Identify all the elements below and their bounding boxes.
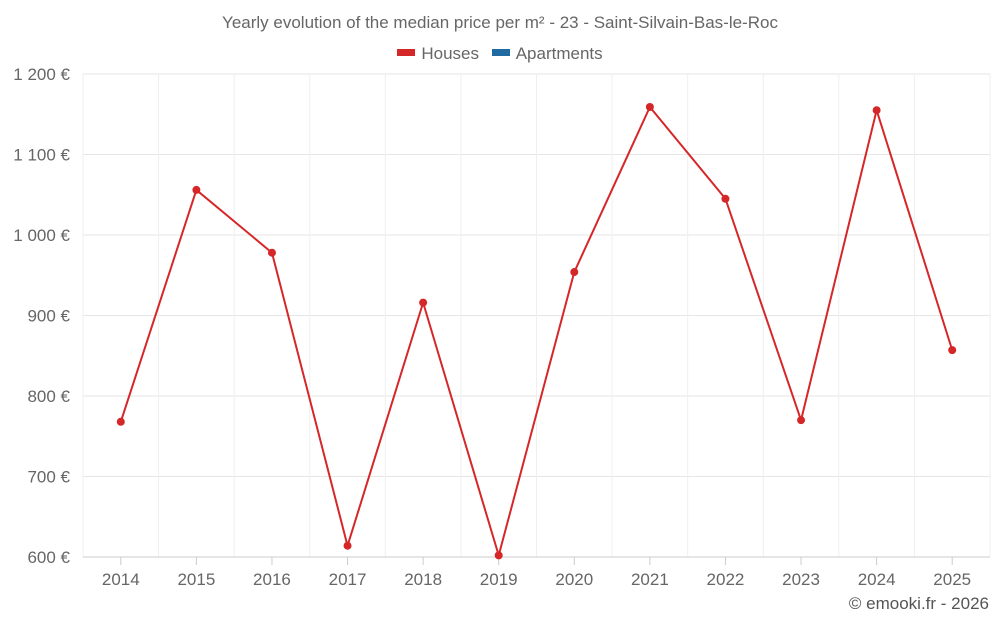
data-point-houses-2021[interactable] [645, 103, 654, 112]
legend-item-houses[interactable]: Houses [397, 44, 479, 64]
data-point-houses-2016[interactable] [267, 248, 276, 257]
credit-text: © emooki.fr - 2026 [848, 594, 989, 613]
x-tick-label: 2017 [329, 570, 367, 589]
data-point-houses-2017[interactable] [343, 541, 352, 550]
y-tick-label: 700 € [27, 468, 70, 487]
x-tick-label: 2021 [631, 570, 669, 589]
data-point-houses-2019[interactable] [494, 551, 503, 560]
x-tick-label: 2019 [480, 570, 518, 589]
data-point-houses-2024[interactable] [872, 106, 881, 115]
data-point-houses-2023[interactable] [797, 416, 806, 425]
x-tick-label: 2018 [404, 570, 442, 589]
data-point-houses-2018[interactable] [419, 298, 428, 307]
data-point-houses-2015[interactable] [192, 185, 201, 194]
grid-layer [82, 73, 991, 558]
chart-title: Yearly evolution of the median price per… [222, 13, 778, 32]
y-tick-label: 1 000 € [13, 226, 70, 245]
series-layer [116, 103, 957, 560]
legend-item-apartments[interactable]: Apartments [491, 44, 603, 64]
x-tick-label: 2014 [102, 570, 140, 589]
y-tick-label: 1 100 € [13, 146, 70, 165]
axis-layer: 600 € 700 € 800 € 900 € 1 000 € 1 100 € 1 200 … [13, 65, 990, 589]
y-tick-label: 1 200 € [13, 65, 70, 84]
x-tick-label: 2022 [707, 570, 745, 589]
legend-label-houses: Houses [421, 44, 479, 63]
legend-label-apartments: Apartments [515, 44, 603, 63]
x-tick-label: 2025 [933, 570, 971, 589]
x-tick-label: 2020 [555, 570, 593, 589]
legend: Houses Apartments [0, 44, 1000, 64]
x-tick-label: 2015 [177, 570, 215, 589]
data-point-houses-2020[interactable] [570, 268, 579, 277]
series-line-houses [119, 106, 954, 557]
data-point-houses-2025[interactable] [948, 346, 957, 355]
legend-swatch-houses [397, 49, 416, 57]
y-tick-label: 900 € [27, 307, 70, 326]
legend-swatch-apartments [491, 49, 510, 57]
x-tick-label: 2016 [253, 570, 291, 589]
data-point-houses-2022[interactable] [721, 194, 730, 203]
x-tick-label: 2023 [782, 570, 820, 589]
y-tick-label: 800 € [27, 387, 70, 406]
x-tick-label: 2024 [858, 570, 896, 589]
y-tick-label: 600 € [27, 548, 70, 567]
data-point-houses-2014[interactable] [116, 417, 125, 426]
